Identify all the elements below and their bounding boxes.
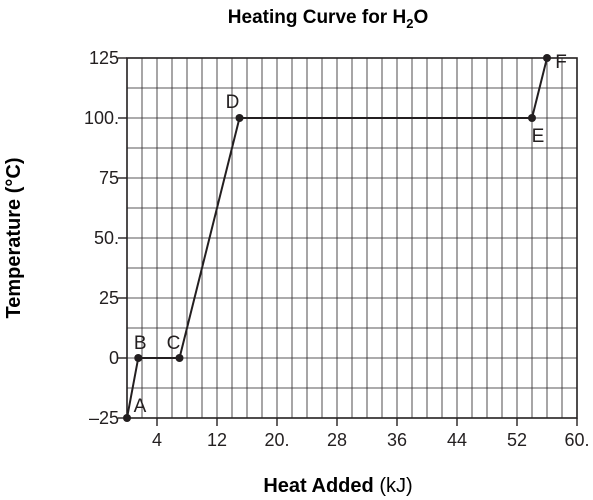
x-axis: 4 12 20. 28 36 44 52 60. xyxy=(152,418,590,450)
data-point-f xyxy=(543,54,551,62)
y-axis: –25 0 25 50. 75 100. 125 xyxy=(84,48,127,428)
chart-title: Heating Curve for H2O xyxy=(228,7,428,31)
y-axis-title: Temperature (°C) xyxy=(3,158,25,319)
point-label-a: A xyxy=(134,396,147,417)
x-tick-label: 12 xyxy=(207,430,227,450)
y-tick-label: –25 xyxy=(89,408,119,428)
data-point-a xyxy=(123,414,131,422)
point-label-c: C xyxy=(167,333,181,354)
heating-curve-series: A B C D E F xyxy=(123,52,567,422)
x-tick-label: 4 xyxy=(152,430,162,450)
x-tick-label: 36 xyxy=(387,430,407,450)
data-point-d xyxy=(235,114,244,122)
point-label-b: B xyxy=(134,333,147,354)
y-tick-label: 125 xyxy=(89,48,119,68)
x-axis-title: Heat Added (kJ) xyxy=(263,475,412,497)
series-line xyxy=(126,57,548,419)
x-tick-label: 20. xyxy=(264,430,289,450)
point-label-f: F xyxy=(555,52,567,73)
grid-lines xyxy=(127,58,577,418)
data-point-b xyxy=(134,354,143,362)
y-tick-label: 25 xyxy=(99,288,119,308)
y-tick-label: 50. xyxy=(94,228,119,248)
data-point-c xyxy=(175,354,184,362)
y-tick-label: 0 xyxy=(109,348,119,368)
y-tick-label: 75 xyxy=(99,168,119,188)
x-tick-label: 60. xyxy=(564,430,589,450)
x-tick-label: 44 xyxy=(447,430,467,450)
x-tick-label: 52 xyxy=(507,430,527,450)
point-label-d: D xyxy=(226,92,240,113)
point-label-e: E xyxy=(532,126,545,147)
x-tick-label: 28 xyxy=(327,430,347,450)
y-tick-label: 100. xyxy=(84,108,119,128)
data-point-e xyxy=(528,114,536,122)
